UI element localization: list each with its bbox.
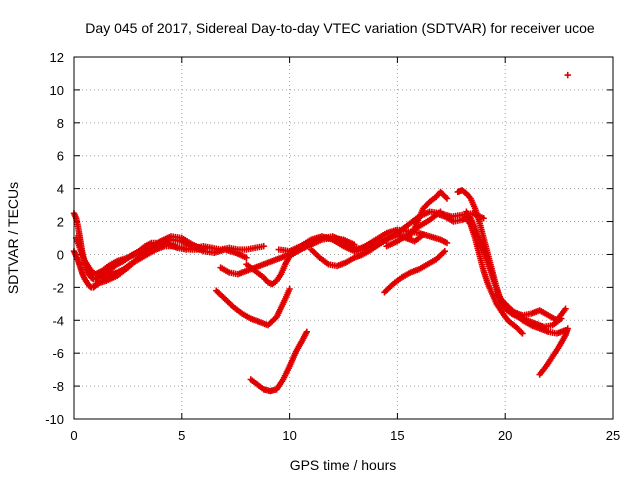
y-tick-label: -6 [52, 346, 64, 361]
x-tick-label: 20 [498, 428, 512, 443]
series-arc-k [404, 188, 451, 242]
data-point [286, 285, 293, 293]
series-outlier [564, 71, 571, 79]
y-tick-label: -8 [52, 379, 64, 394]
data-point [519, 330, 526, 337]
x-tick-label: 5 [178, 428, 185, 443]
data-points [70, 71, 571, 395]
x-axis-label: GPS time / hours [290, 457, 397, 473]
data-point [564, 325, 571, 332]
series-arc-s [536, 325, 571, 378]
data-point [442, 193, 449, 201]
y-tick-label: 10 [50, 83, 64, 98]
y-tick-label: -2 [52, 280, 64, 295]
data-point [260, 243, 267, 250]
chart-title: Day 045 of 2017, Sidereal Day-to-day VTE… [85, 20, 595, 36]
y-axis-label: SDTVAR / TECUs [5, 182, 21, 294]
y-tick-label: -4 [52, 313, 64, 328]
data-point [441, 247, 449, 255]
x-tick-label: 0 [70, 428, 77, 443]
y-tick-label: 4 [57, 182, 64, 197]
data-point [480, 215, 487, 222]
y-tick-label: 6 [57, 149, 64, 164]
data-point [200, 246, 207, 253]
data-point [562, 305, 569, 312]
data-point [443, 239, 451, 247]
data-point [243, 254, 250, 261]
data-point [303, 328, 311, 335]
data-point [564, 71, 571, 79]
series-arc-o [493, 290, 569, 337]
y-tick-label: 12 [50, 50, 64, 65]
x-tick-label: 10 [282, 428, 296, 443]
series-arc-f [243, 233, 390, 288]
series-arc-l [433, 210, 526, 337]
data-point [517, 328, 525, 336]
y-tick-label: 2 [57, 215, 64, 230]
series-arc-r [381, 247, 449, 296]
axis-ticks: 0 5 10 15 20 25 -10 -8 -6 -4 -2 0 2 4 6 8 10 12 [45, 50, 620, 443]
plot-frame [73, 56, 614, 420]
y-tick-label: 0 [57, 247, 64, 262]
y-tick-label: 8 [57, 116, 64, 131]
x-tick-label: 25 [606, 428, 620, 443]
y-tick-label: -10 [45, 412, 64, 427]
series-arc-q [247, 328, 311, 395]
x-tick-label: 15 [390, 428, 404, 443]
data-point [443, 195, 451, 202]
series-arc-d [92, 233, 207, 288]
series-arc-p [213, 285, 293, 329]
